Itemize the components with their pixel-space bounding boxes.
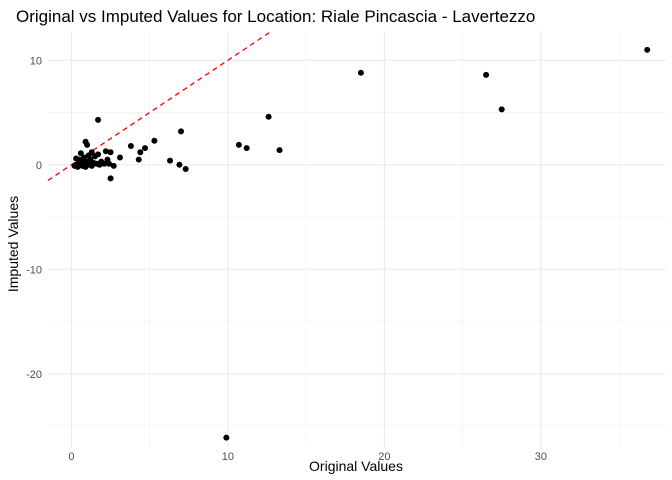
data-point [107, 175, 114, 182]
data-point [95, 151, 102, 158]
chart-title: Original vs Imputed Values for Location:… [16, 7, 535, 26]
data-point [106, 160, 113, 167]
major-gridlines [48, 31, 666, 447]
data-point [483, 71, 490, 78]
data-points [71, 46, 651, 441]
data-point [142, 145, 149, 152]
data-point [127, 142, 134, 149]
x-tick-label: 30 [535, 451, 547, 463]
x-tick-label: 0 [68, 451, 74, 463]
x-axis-title: Original Values [309, 458, 403, 474]
data-point [77, 150, 84, 157]
data-point [80, 154, 87, 161]
data-point [116, 154, 123, 161]
data-point [276, 147, 283, 154]
data-point [95, 116, 102, 123]
data-point [110, 162, 117, 169]
y-tick-label: 0 [36, 160, 42, 172]
x-tick-labels: 0 10 20 30 [68, 451, 547, 463]
data-point [84, 141, 91, 148]
x-tick-label: 20 [378, 451, 390, 463]
data-point [182, 165, 189, 172]
x-tick-label: 10 [222, 451, 234, 463]
data-point [137, 149, 144, 156]
data-point [177, 128, 184, 135]
data-point [151, 137, 158, 144]
minor-gridlines [48, 31, 666, 447]
data-point [265, 113, 272, 120]
y-axis-title: Imputed Values [5, 196, 21, 292]
data-point [107, 149, 114, 156]
data-point [223, 434, 230, 441]
data-point [135, 156, 142, 163]
data-point [235, 141, 242, 148]
y-tick-label: -20 [26, 369, 42, 381]
data-point [88, 149, 95, 156]
data-point [102, 148, 109, 155]
y-tick-labels: -20 -10 0 10 [26, 55, 42, 381]
data-point [644, 46, 651, 53]
data-point [357, 69, 364, 76]
data-point [176, 161, 183, 168]
data-point [498, 106, 505, 113]
y-tick-label: 10 [30, 55, 42, 67]
data-point [243, 145, 250, 152]
y-tick-label: -10 [26, 264, 42, 276]
data-point [101, 160, 108, 167]
data-point [167, 157, 174, 164]
